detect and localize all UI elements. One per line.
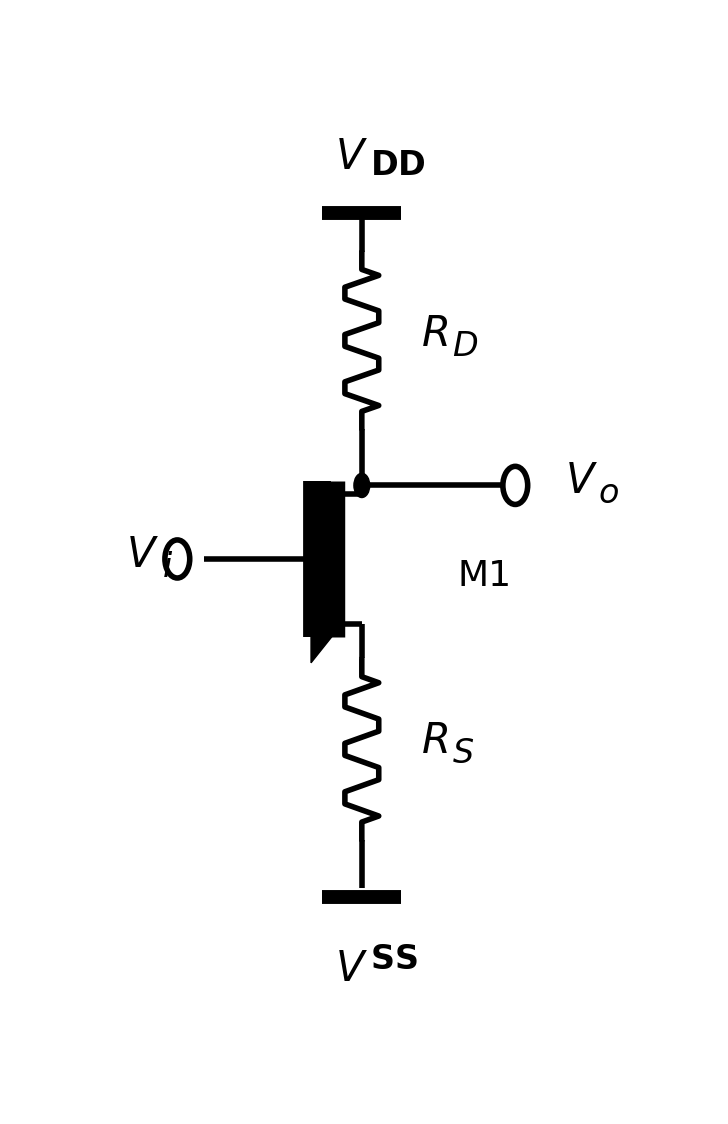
Text: $R$: $R$ bbox=[421, 719, 448, 762]
Text: $o$: $o$ bbox=[598, 478, 619, 510]
Text: $\mathbf{SS}$: $\mathbf{SS}$ bbox=[371, 944, 418, 976]
Text: M1: M1 bbox=[458, 560, 512, 593]
Text: $V$: $V$ bbox=[126, 534, 159, 575]
Text: $D$: $D$ bbox=[452, 330, 478, 363]
Text: $i$: $i$ bbox=[162, 552, 173, 583]
Text: $V$: $V$ bbox=[565, 460, 598, 502]
Text: $\mathbf{DD}$: $\mathbf{DD}$ bbox=[371, 151, 426, 182]
Polygon shape bbox=[311, 584, 342, 663]
Circle shape bbox=[354, 473, 370, 498]
Text: $S$: $S$ bbox=[452, 737, 474, 770]
Text: $V$: $V$ bbox=[335, 136, 368, 179]
Text: $R$: $R$ bbox=[421, 312, 448, 355]
Text: $V$: $V$ bbox=[335, 949, 368, 990]
